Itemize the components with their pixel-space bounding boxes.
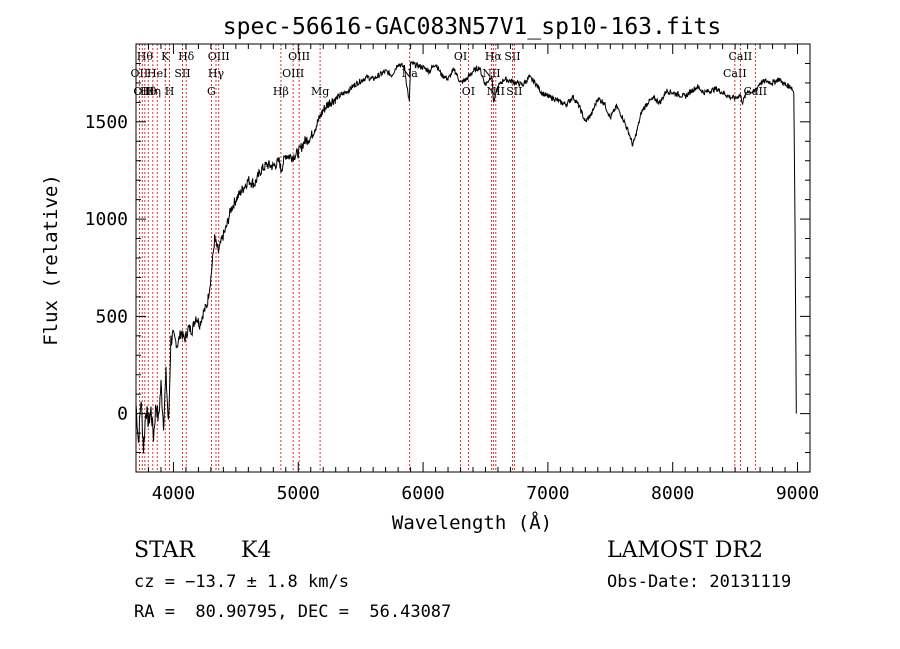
spectral-line-label: Hη — [145, 85, 161, 98]
spectral-line-label: SII — [506, 85, 522, 98]
y-tick-label: 500 — [95, 306, 128, 327]
spectral-line-label: Hδ — [178, 50, 195, 63]
spectral-line-label: OII — [131, 67, 149, 80]
spectral-line-label: K — [161, 50, 170, 63]
object-subclass: K4 — [241, 538, 272, 563]
x-tick-label: 8000 — [651, 483, 694, 504]
survey-name: LAMOST DR2 — [607, 538, 763, 563]
spectral-line-markers: OIIOIIHθHθHηHeIKHSIIHδGHγOIIIHβOIIIOIIIM… — [131, 44, 767, 472]
chart-title: spec-56616-GAC083N57V1_sp10-163.fits — [223, 14, 722, 40]
x-tick-label: 5000 — [277, 483, 320, 504]
spectral-line-label: Hβ — [273, 85, 289, 98]
spectral-line-label: Hγ — [208, 67, 225, 80]
spectral-line-label: SII — [504, 50, 520, 63]
spectral-line-label: Hα — [485, 50, 503, 63]
x-tick-label: 4000 — [152, 483, 195, 504]
spectral-line-label: OI — [454, 50, 467, 63]
object-class: STAR — [134, 538, 195, 563]
y-tick-label: 1000 — [85, 209, 128, 230]
spectral-line-label: OII — [133, 85, 151, 98]
plot-frame — [135, 43, 811, 473]
spectral-line-label: SII — [174, 67, 190, 80]
spectrum-series — [135, 60, 797, 454]
spectral-line-label: OIII — [208, 50, 230, 63]
y-axis-label: Flux (relative) — [40, 174, 62, 346]
spectrum-line — [135, 60, 797, 454]
spectral-line-label: CaII — [723, 67, 747, 80]
spectral-line-label: HeI — [147, 67, 167, 80]
y-tick-label: 1500 — [85, 112, 128, 133]
spectral-line-label: Mg — [311, 85, 329, 98]
y-tick-label: 0 — [117, 404, 128, 425]
spectral-line-label: OI — [462, 85, 475, 98]
x-tick-label: 9000 — [776, 483, 819, 504]
spectral-line-label: G — [207, 85, 216, 98]
observation-date: Obs-Date: 20131119 — [607, 572, 792, 592]
spectral-line-label: CaII — [743, 85, 767, 98]
axes: 4000 5000 6000 7000 8000 9000 0 500 1000 1500 — [85, 43, 819, 504]
x-axis-label: Wavelength (Å) — [392, 511, 552, 534]
spectral-line-label: OIII — [282, 67, 304, 80]
spectral-line-label: Hθ — [137, 50, 154, 63]
x-tick-label: 7000 — [526, 483, 569, 504]
coordinates: RA = 80.90795, DEC = 56.43087 — [134, 602, 452, 622]
spectral-line-label: CaII — [729, 50, 753, 63]
spectral-line-label: OIII — [288, 50, 310, 63]
spectral-line-label: H — [165, 85, 175, 98]
x-tick-label: 6000 — [401, 483, 444, 504]
redshift-value: cz = −13.7 ± 1.8 km/s — [134, 572, 349, 592]
